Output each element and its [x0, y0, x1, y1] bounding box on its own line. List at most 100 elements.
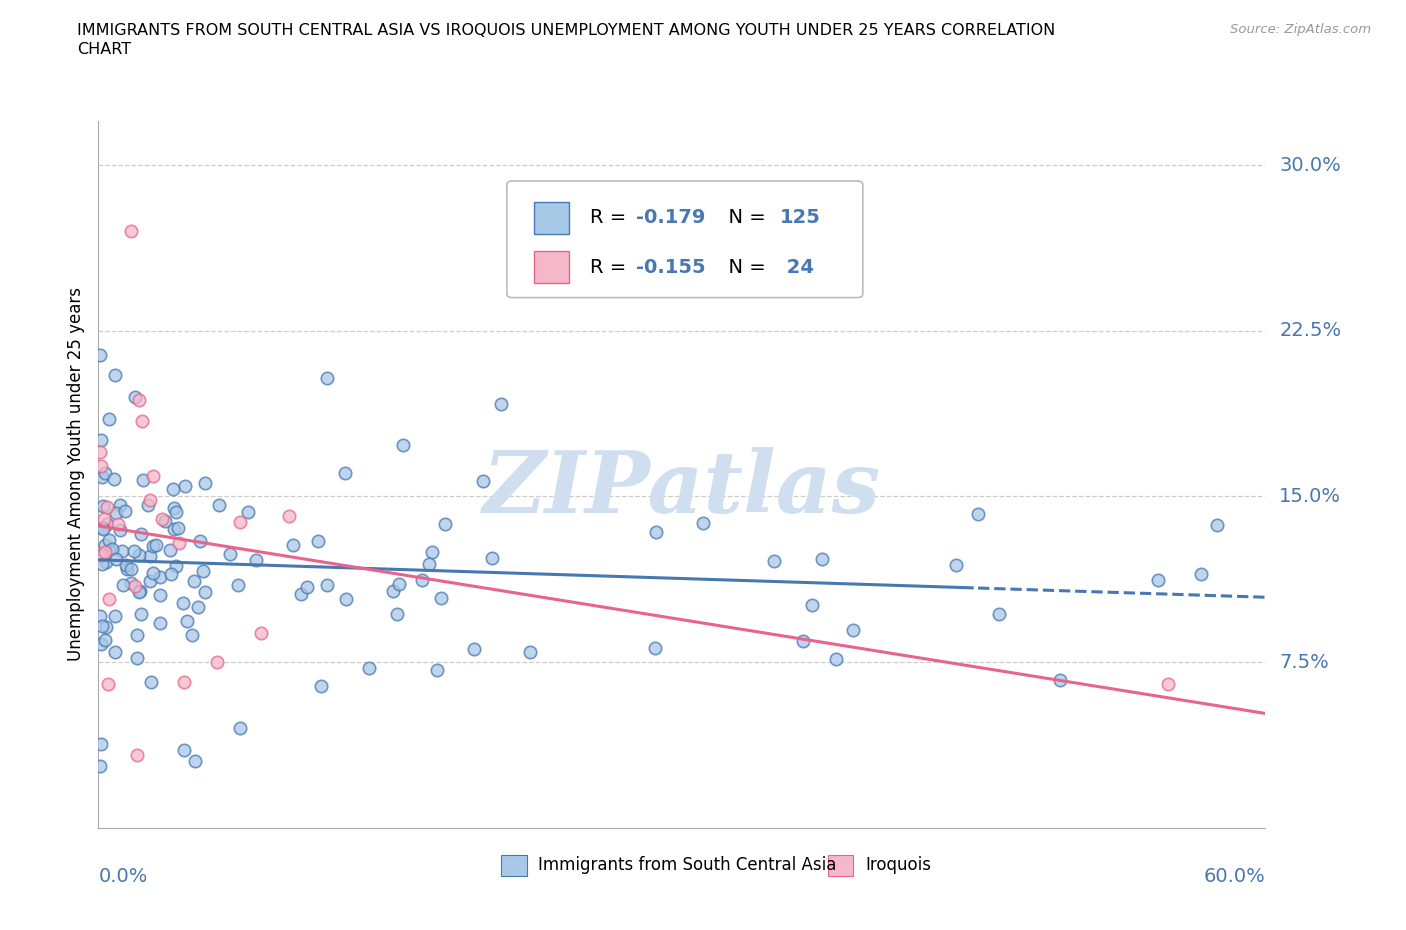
Point	[278, 509, 301, 524]
Point	[120, 562, 142, 577]
Point	[160, 566, 183, 581]
Point	[131, 472, 153, 487]
Text: 0.0%: 0.0%	[98, 867, 148, 885]
Point	[388, 577, 411, 591]
Point	[208, 498, 231, 512]
Point	[90, 470, 112, 485]
Point	[153, 513, 176, 528]
Point	[94, 632, 117, 647]
Point	[295, 580, 318, 595]
Point	[105, 551, 128, 566]
Point	[792, 633, 814, 648]
Point	[187, 600, 209, 615]
Point	[163, 521, 186, 536]
Point	[124, 390, 146, 405]
Point	[91, 522, 114, 537]
Point	[167, 536, 190, 551]
Point	[174, 478, 197, 493]
Point	[91, 547, 114, 562]
Point	[90, 618, 112, 633]
Point	[94, 620, 117, 635]
Point	[1049, 672, 1071, 687]
Point	[205, 655, 228, 670]
Point	[104, 506, 127, 521]
Point	[96, 555, 118, 570]
Text: IMMIGRANTS FROM SOUTH CENTRAL ASIA VS IROQUOIS UNEMPLOYMENT AMONG YOUTH UNDER 25: IMMIGRANTS FROM SOUTH CENTRAL ASIA VS IR…	[77, 23, 1056, 38]
Text: Iroquois: Iroquois	[865, 857, 931, 874]
Point	[162, 500, 184, 515]
Point	[122, 544, 145, 559]
FancyBboxPatch shape	[828, 855, 853, 876]
Point	[967, 506, 990, 521]
Point	[145, 538, 167, 552]
Point	[692, 515, 714, 530]
Point	[194, 585, 217, 600]
Point	[644, 641, 666, 656]
Point	[392, 438, 415, 453]
Point	[245, 552, 267, 567]
Point	[945, 558, 967, 573]
Point	[218, 547, 240, 562]
Point	[125, 628, 148, 643]
Point	[429, 591, 451, 605]
Text: N =: N =	[716, 258, 772, 277]
Point	[142, 538, 165, 553]
Point	[842, 623, 865, 638]
Point	[463, 641, 485, 656]
Text: R =: R =	[589, 208, 633, 228]
Point	[89, 445, 111, 459]
Point	[190, 533, 212, 548]
Point	[162, 481, 184, 496]
Point	[801, 597, 824, 612]
Point	[104, 644, 127, 659]
Point	[149, 616, 172, 631]
Point	[91, 520, 114, 535]
Point	[194, 476, 217, 491]
Point	[111, 578, 134, 592]
Point	[90, 458, 112, 473]
Point	[387, 607, 409, 622]
Point	[127, 650, 149, 665]
Point	[89, 609, 111, 624]
Point	[120, 576, 142, 591]
Text: 15.0%: 15.0%	[1279, 487, 1341, 506]
Point	[987, 607, 1010, 622]
Point	[111, 543, 134, 558]
Point	[644, 525, 666, 539]
Point	[481, 551, 503, 565]
Point	[128, 548, 150, 563]
Point	[150, 512, 173, 526]
Point	[94, 544, 117, 559]
Point	[90, 737, 112, 751]
Point	[159, 543, 181, 558]
Point	[129, 606, 152, 621]
Point	[165, 505, 187, 520]
Point	[97, 412, 120, 427]
Point	[1157, 677, 1180, 692]
Text: Source: ZipAtlas.com: Source: ZipAtlas.com	[1230, 23, 1371, 36]
Point	[184, 754, 207, 769]
Point	[128, 392, 150, 407]
Point	[108, 498, 131, 512]
Point	[283, 538, 305, 552]
Point	[763, 554, 786, 569]
Text: 24: 24	[780, 258, 814, 277]
Point	[238, 504, 260, 519]
Point	[91, 498, 114, 513]
Point	[90, 432, 112, 447]
Point	[176, 613, 198, 628]
Point	[103, 472, 125, 486]
Point	[94, 538, 117, 553]
Text: 30.0%: 30.0%	[1279, 155, 1341, 175]
Point	[138, 492, 160, 507]
Point	[316, 578, 339, 592]
Point	[98, 591, 121, 606]
Point	[472, 473, 495, 488]
Point	[98, 532, 121, 547]
Point	[173, 674, 195, 689]
Point	[100, 541, 122, 556]
Point	[357, 660, 380, 675]
Point	[96, 499, 118, 514]
Point	[129, 526, 152, 541]
Point	[229, 721, 252, 736]
